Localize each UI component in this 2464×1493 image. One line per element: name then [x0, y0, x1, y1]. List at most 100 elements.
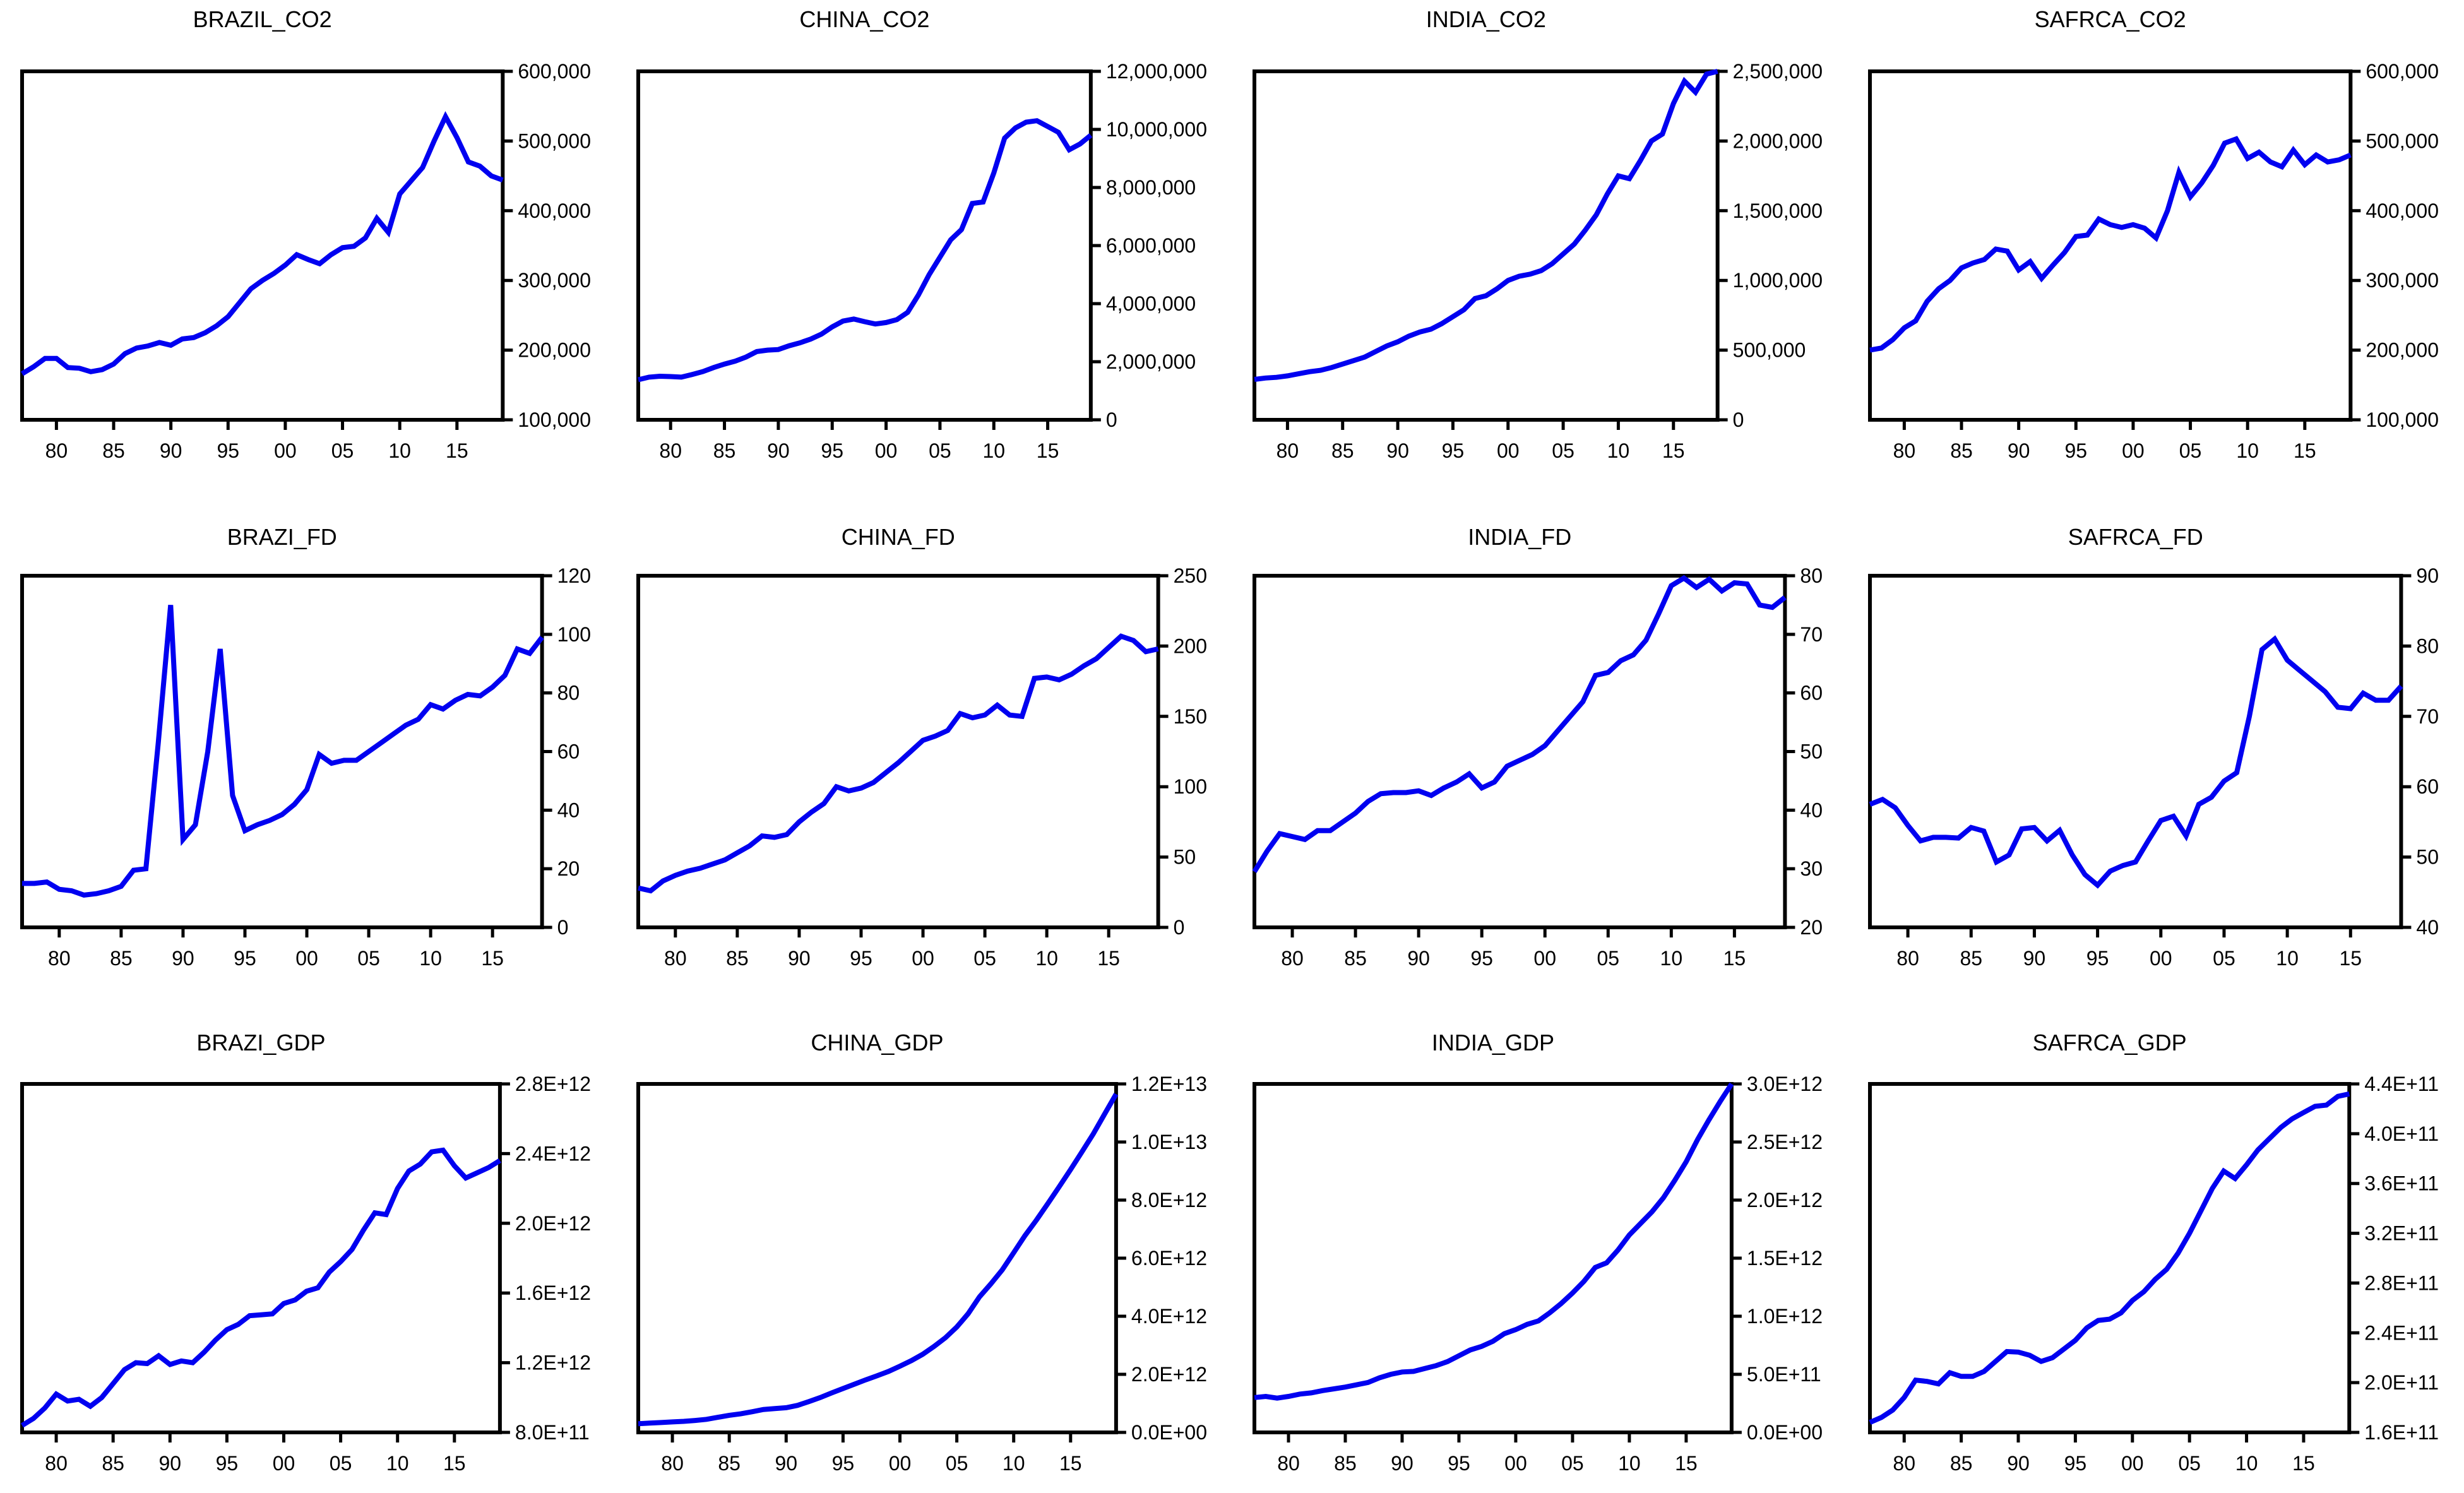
svg-text:4,000,000: 4,000,000	[1106, 292, 1196, 315]
svg-text:00: 00	[875, 439, 898, 462]
safrca-fd-plot[interactable]: 40 50 60 70 80 90 80 85 90 95 00 05 10 15	[1848, 499, 2464, 996]
svg-text:10: 10	[1607, 439, 1630, 462]
svg-text:0: 0	[1106, 408, 1117, 431]
svg-text:2,000,000: 2,000,000	[1733, 129, 1823, 152]
svg-text:10: 10	[388, 439, 411, 462]
svg-text:15: 15	[1037, 439, 1059, 462]
svg-text:2.4E+12: 2.4E+12	[515, 1142, 591, 1165]
svg-text:00: 00	[1504, 1452, 1527, 1475]
svg-text:400,000: 400,000	[518, 199, 591, 222]
safrca-gdp-plot[interactable]: 1.6E+11 2.0E+11 2.4E+11 2.8E+11 3.2E+11 3.6E+…	[1848, 996, 2464, 1493]
svg-text:60: 60	[2416, 775, 2439, 798]
brazi-fd-plot[interactable]: 0 20 40 60 80 100 120 80 85 90 95 00 05 10 15	[0, 499, 616, 996]
svg-text:70: 70	[1800, 623, 1823, 646]
chart-cell-safrca-co2[interactable]: SAFRCA_CO2 100,000 200,000 300,000 400,000 5…	[1848, 0, 2464, 499]
svg-text:10: 10	[982, 439, 1005, 462]
svg-text:600,000: 600,000	[518, 60, 591, 83]
svg-text:1.2E+12: 1.2E+12	[515, 1352, 591, 1374]
svg-text:1.5E+12: 1.5E+12	[1747, 1247, 1823, 1270]
svg-text:4.4E+11: 4.4E+11	[2364, 1073, 2439, 1095]
svg-text:15: 15	[1059, 1452, 1082, 1475]
svg-text:90: 90	[788, 947, 811, 970]
svg-text:95: 95	[2064, 1452, 2087, 1475]
svg-text:95: 95	[850, 947, 872, 970]
svg-text:0: 0	[1174, 916, 1185, 939]
chart-cell-china-fd[interactable]: CHINA_FD 0 50 100 150 200 250 80 85 90 95 00 05 10 15	[616, 499, 1232, 996]
svg-text:4.0E+12: 4.0E+12	[1131, 1305, 1207, 1328]
svg-text:05: 05	[2179, 439, 2202, 462]
svg-text:200: 200	[1174, 634, 1207, 657]
svg-text:10: 10	[1618, 1452, 1641, 1475]
chart-title: SAFRCA_FD	[2068, 524, 2203, 550]
chart-cell-india-fd[interactable]: INDIA_FD 20 30 40 50 60 70 80 80 85 90 95 00 05 10 15	[1232, 499, 1848, 996]
chart-cell-brazil-co2[interactable]: BRAZIL_CO2 100,000 200,000 300,000 400,000 5…	[0, 0, 616, 499]
svg-text:80: 80	[45, 439, 68, 462]
svg-text:3.0E+12: 3.0E+12	[1747, 1073, 1823, 1095]
india-gdp-plot[interactable]: 0.0E+00 5.0E+11 1.0E+12 1.5E+12 2.0E+12 2.5E+…	[1232, 996, 1848, 1493]
svg-text:80: 80	[2416, 634, 2439, 657]
svg-text:1,500,000: 1,500,000	[1733, 199, 1823, 222]
chart-cell-brazi-gdp[interactable]: BRAZI_GDP 8.0E+11 1.2E+12 1.6E+12 2.0E+12 2.…	[0, 996, 616, 1493]
svg-text:00: 00	[912, 947, 934, 970]
svg-text:95: 95	[1442, 439, 1465, 462]
svg-text:2.0E+12: 2.0E+12	[1131, 1363, 1207, 1386]
chart-cell-india-gdp[interactable]: INDIA_GDP 0.0E+00 5.0E+11 1.0E+12 1.5E+12 2.…	[1232, 996, 1848, 1493]
svg-text:6,000,000: 6,000,000	[1106, 234, 1196, 257]
svg-text:85: 85	[1334, 1452, 1357, 1475]
svg-text:05: 05	[973, 947, 996, 970]
svg-text:600,000: 600,000	[2366, 60, 2439, 83]
brazi-gdp-plot[interactable]: 8.0E+11 1.2E+12 1.6E+12 2.0E+12 2.4E+12 2.8E+…	[0, 996, 616, 1493]
svg-text:50: 50	[2416, 846, 2439, 869]
china-fd-plot[interactable]: 0 50 100 150 200 250 80 85 90 95 00 05 10 15	[616, 499, 1232, 996]
chart-title: CHINA_FD	[841, 524, 955, 550]
svg-text:500,000: 500,000	[1733, 339, 1806, 362]
svg-text:05: 05	[357, 947, 380, 970]
svg-text:20: 20	[1800, 916, 1823, 939]
chart-cell-india-co2[interactable]: INDIA_CO2 0 500,000 1,000,000 1,500,000 2,00…	[1232, 0, 1848, 499]
safrca-co2-plot[interactable]: 100,000 200,000 300,000 400,000 500,000 600,0…	[1848, 0, 2464, 499]
china-gdp-plot[interactable]: 0.0E+00 2.0E+12 4.0E+12 6.0E+12 8.0E+12 1.0E+…	[616, 996, 1232, 1493]
svg-text:3.2E+11: 3.2E+11	[2364, 1222, 2439, 1245]
india-co2-plot[interactable]: 0 500,000 1,000,000 1,500,000 2,000,000 2,500…	[1232, 0, 1848, 499]
svg-text:70: 70	[2416, 705, 2439, 728]
svg-text:1.0E+12: 1.0E+12	[1747, 1305, 1823, 1328]
svg-text:95: 95	[832, 1452, 855, 1475]
svg-text:95: 95	[1448, 1452, 1470, 1475]
svg-text:2.8E+11: 2.8E+11	[2364, 1271, 2439, 1294]
svg-text:15: 15	[2339, 947, 2362, 970]
svg-text:0.0E+00: 0.0E+00	[1131, 1421, 1207, 1444]
svg-text:90: 90	[2007, 1452, 2030, 1475]
svg-text:95: 95	[1470, 947, 1493, 970]
svg-text:80: 80	[1893, 439, 1916, 462]
svg-text:2.4E+11: 2.4E+11	[2364, 1321, 2439, 1344]
india-fd-plot[interactable]: 20 30 40 50 60 70 80 80 85 90 95 00 05 10 15	[1232, 499, 1848, 996]
svg-text:05: 05	[946, 1452, 968, 1475]
svg-text:80: 80	[1893, 1452, 1915, 1475]
svg-text:8.0E+12: 8.0E+12	[1131, 1189, 1207, 1211]
chart-cell-china-gdp[interactable]: CHINA_GDP 0.0E+00 2.0E+12 4.0E+12 6.0E+12 8.…	[616, 996, 1232, 1493]
svg-text:5.0E+11: 5.0E+11	[1747, 1363, 1821, 1386]
svg-text:200,000: 200,000	[518, 339, 591, 362]
svg-text:05: 05	[2213, 947, 2235, 970]
svg-text:90: 90	[1386, 439, 1409, 462]
svg-text:1.6E+11: 1.6E+11	[2364, 1421, 2439, 1444]
svg-text:2.0E+11: 2.0E+11	[2364, 1371, 2439, 1394]
chart-cell-safrca-gdp[interactable]: SAFRCA_GDP 1.6E+11 2.0E+11 2.4E+11 2.8E+11 3…	[1848, 996, 2464, 1493]
svg-text:80: 80	[1281, 947, 1304, 970]
china-co2-plot[interactable]: 0 2,000,000 4,000,000 6,000,000 8,000,000 10,…	[616, 0, 1232, 499]
svg-text:500,000: 500,000	[2366, 129, 2439, 152]
svg-text:6.0E+12: 6.0E+12	[1131, 1247, 1207, 1270]
svg-text:90: 90	[1391, 1452, 1414, 1475]
svg-text:300,000: 300,000	[2366, 269, 2439, 292]
svg-text:05: 05	[1597, 947, 1619, 970]
chart-cell-china-co2[interactable]: CHINA_CO2 0 2,000,000 4,000,000 6,000,000 8,…	[616, 0, 1232, 499]
chart-cell-brazi-fd[interactable]: BRAZI_FD 0 20 40 60 80 100 120 80 85 90 95 00 05 10 15	[0, 499, 616, 996]
svg-text:00: 00	[295, 947, 318, 970]
svg-text:95: 95	[217, 439, 239, 462]
chart-cell-safrca-fd[interactable]: SAFRCA_FD 40 50 60 70 80 90 80 85 90 95 00 05 10 15	[1848, 499, 2464, 996]
svg-text:80: 80	[1800, 564, 1823, 587]
brazil-co2-plot[interactable]: 100,000 200,000 300,000 400,000 500,000 600,0…	[0, 0, 616, 499]
svg-text:15: 15	[1723, 947, 1746, 970]
svg-text:100,000: 100,000	[2366, 408, 2439, 431]
